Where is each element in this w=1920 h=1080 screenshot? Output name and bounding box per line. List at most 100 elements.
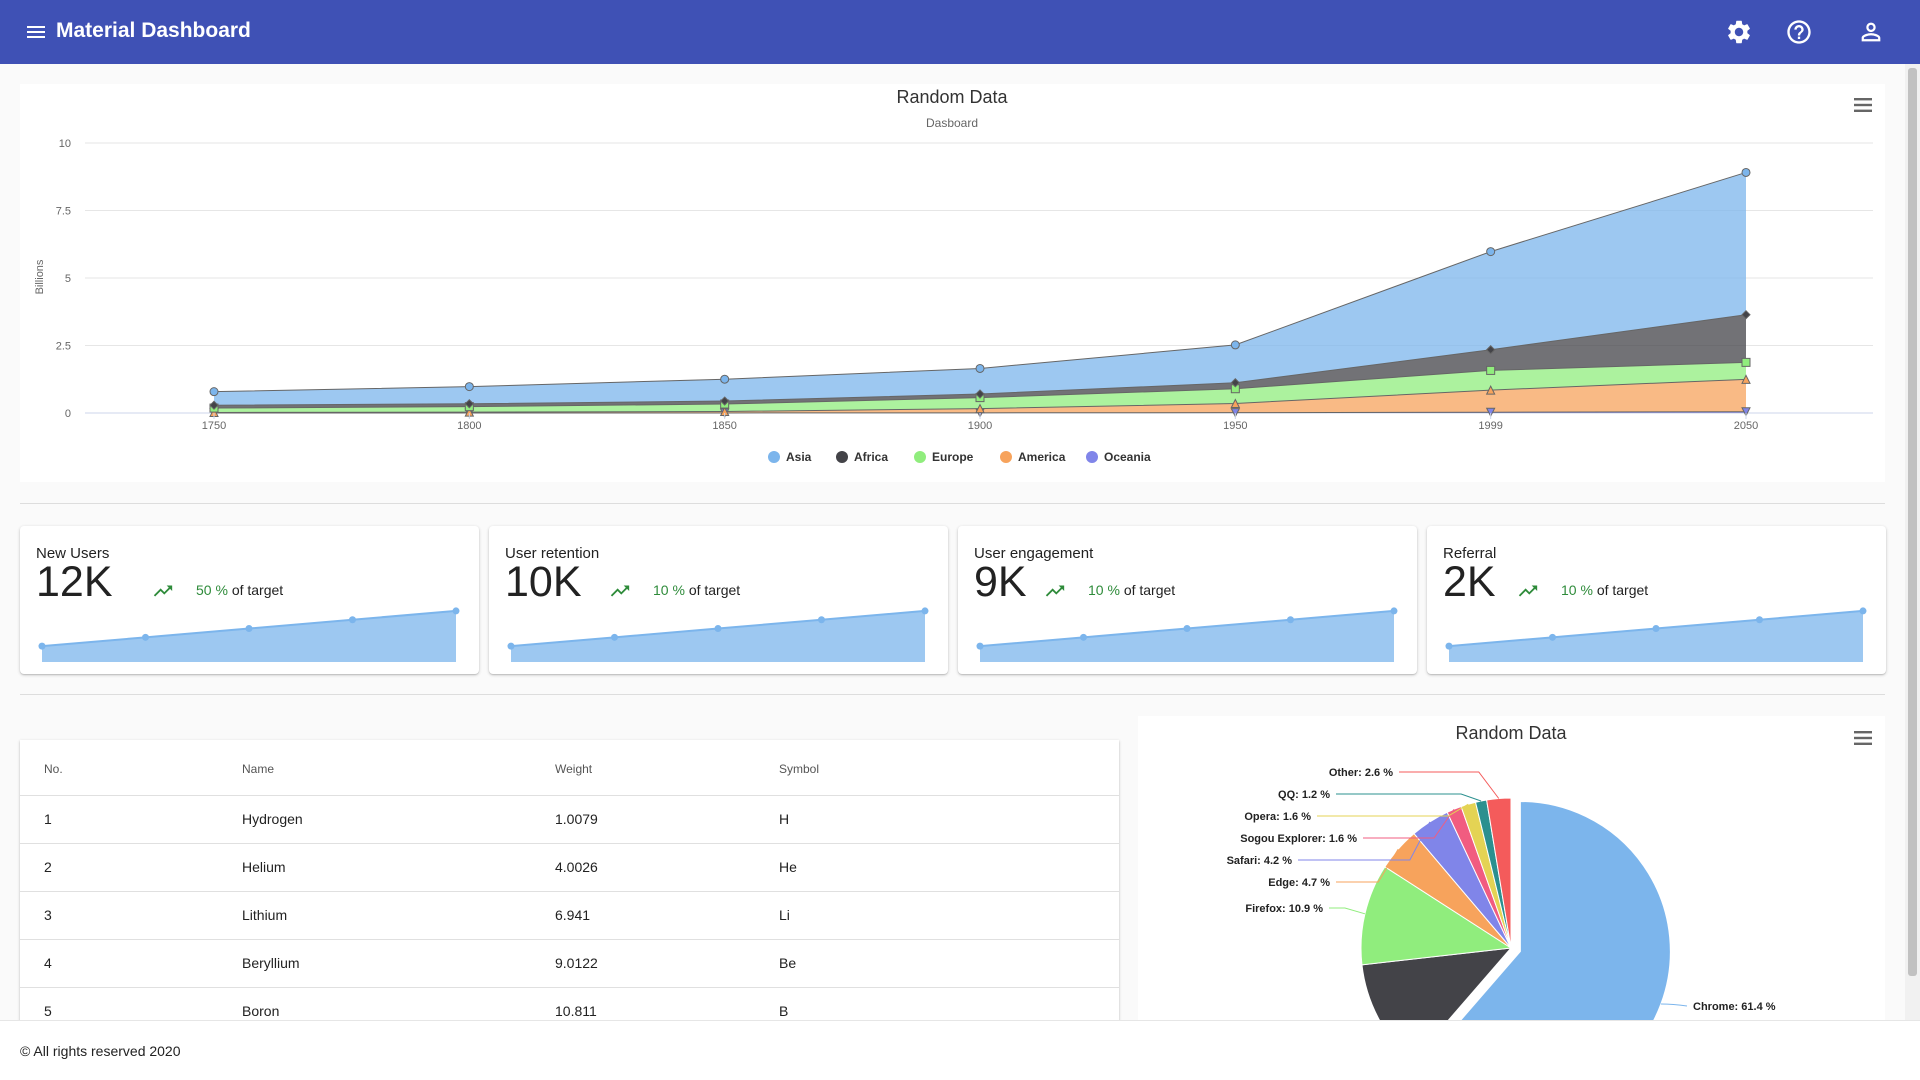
cell-weight: 9.0122 (555, 955, 598, 971)
page-scrollbar-thumb[interactable] (1908, 68, 1917, 976)
table-row[interactable]: 4 Beryllium 9.0122 Be (20, 939, 1119, 987)
table-row[interactable]: 3 Lithium 6.941 Li (20, 891, 1119, 939)
sparkline-point (976, 642, 984, 650)
data-point-america[interactable] (1485, 384, 1496, 395)
data-point-asia[interactable] (1486, 247, 1496, 257)
data-point-america[interactable] (1741, 374, 1751, 384)
stat-suffix: of target (231, 582, 284, 598)
cell-name: Helium (242, 859, 286, 875)
sparkline-point (1287, 616, 1294, 624)
legend-marker (768, 451, 780, 463)
data-point-oceania[interactable] (1485, 407, 1496, 418)
trending-up-icon (152, 580, 174, 602)
table-row[interactable]: 5 Boron 10.811 B (20, 987, 1119, 1035)
sparkline-area (511, 610, 925, 662)
data-point-america[interactable] (1230, 398, 1241, 408)
cell-symbol: Li (779, 907, 790, 923)
help-icon[interactable] (1785, 18, 1813, 46)
pie-data-label: Edge: 4.7 % (1268, 877, 1330, 889)
column-header-symbol[interactable]: Symbol (779, 762, 820, 776)
footer: © All rights reserved 2020 (0, 1020, 1920, 1080)
pie-data-label: Other: 2.6 % (1329, 767, 1393, 779)
table-row[interactable]: 2 Helium 4.0026 He (20, 843, 1119, 891)
data-point-asia[interactable] (1741, 167, 1751, 177)
sparkline-point (142, 633, 149, 641)
data-point-asia[interactable] (209, 387, 219, 397)
pie-data-label: QQ: 1.2 % (1278, 789, 1330, 801)
pie-menu-hamburger-icon[interactable] (1854, 731, 1872, 745)
sparkline-point (1390, 607, 1398, 615)
sparkline-point (1859, 607, 1867, 615)
legend-label: Oceania (1104, 450, 1151, 464)
cell-no: 3 (44, 907, 52, 923)
stat-percent: 50 % (196, 582, 228, 598)
pie-slice-chrome[interactable] (1422, 800, 1671, 1020)
cell-weight: 4.0026 (555, 859, 598, 875)
settings-icon[interactable] (1725, 18, 1753, 46)
column-header-weight[interactable]: Weight (555, 762, 593, 776)
area-series-africa[interactable] (214, 314, 1746, 409)
pie-slice-internet-explorer[interactable] (1361, 947, 1513, 1020)
data-point-africa[interactable] (1485, 345, 1496, 355)
pie-data-label: Safari: 4.2 % (1227, 855, 1293, 867)
stat-label: New Users (36, 545, 110, 562)
sparkline-point (818, 616, 825, 624)
data-point-africa[interactable] (1741, 309, 1751, 320)
sparkline-point (1445, 642, 1453, 650)
pie-slice-firefox[interactable] (1360, 866, 1513, 966)
y-tick-label: 2.5 (56, 341, 71, 353)
cell-name: Boron (242, 1003, 280, 1019)
data-point-oceania[interactable] (1741, 407, 1751, 417)
menu-icon[interactable] (24, 20, 48, 44)
legend-label: Europe (932, 450, 974, 464)
data-point-africa[interactable] (719, 396, 730, 406)
cell-name: Hydrogen (242, 811, 303, 827)
area-series-asia[interactable] (214, 172, 1746, 406)
top-toolbar: Material Dashboard (0, 0, 1920, 64)
data-point-africa[interactable] (975, 389, 985, 399)
sparkline-chart (976, 607, 1398, 662)
stat-label: User retention (505, 545, 600, 562)
data-point-asia[interactable] (464, 382, 474, 392)
sparkline-point (1183, 625, 1191, 633)
sparkline-point (1080, 633, 1087, 641)
cell-name: Lithium (242, 907, 288, 923)
area-series-america[interactable] (214, 379, 1746, 413)
data-point-asia[interactable] (720, 374, 730, 384)
area-chart-card: Random Data Dasboard 1750 1800 1850 1900 195… (20, 84, 1885, 482)
pie-connector (1329, 907, 1366, 915)
x-tick-label: 1950 (1223, 420, 1247, 432)
legend-marker (1086, 451, 1098, 463)
chart-menu-hamburger-icon[interactable] (1854, 98, 1872, 112)
data-point-america[interactable] (975, 403, 985, 414)
chart-subtitle: Dasboard (926, 116, 978, 130)
data-point-africa[interactable] (1230, 378, 1241, 388)
sparkline-point (38, 642, 46, 650)
divider (20, 694, 1885, 695)
account-icon[interactable] (1857, 18, 1885, 46)
legend-item-america[interactable]: America (1000, 450, 1066, 464)
legend-item-africa[interactable]: Africa (836, 450, 888, 464)
legend-item-oceania[interactable]: Oceania (1086, 450, 1151, 464)
legend-item-asia[interactable]: Asia (768, 450, 812, 464)
column-header-no[interactable]: No. (44, 762, 63, 776)
cell-symbol: H (779, 811, 790, 827)
stat-suffix: of target (1596, 582, 1649, 598)
column-header-name[interactable]: Name (242, 762, 275, 776)
data-point-europe[interactable] (1741, 357, 1751, 367)
sparkline-point (714, 625, 722, 633)
data-point-africa[interactable] (209, 400, 219, 410)
data-point-asia[interactable] (975, 363, 985, 373)
stat-card-user-engagement: User engagement 9K 10 % of target (958, 526, 1417, 674)
table-row[interactable]: 1 Hydrogen 1.0079 H (20, 795, 1119, 843)
sparkline-area (1449, 610, 1863, 662)
data-point-europe[interactable] (1486, 365, 1496, 375)
cell-no: 2 (44, 859, 52, 875)
sparkline-chart (38, 607, 460, 662)
data-point-oceania[interactable] (1230, 408, 1241, 418)
legend-item-europe[interactable]: Europe (914, 450, 974, 464)
sparkline-point (452, 607, 460, 615)
stat-value: 2K (1443, 558, 1496, 606)
data-point-africa[interactable] (464, 399, 475, 409)
data-point-asia[interactable] (1230, 340, 1240, 350)
